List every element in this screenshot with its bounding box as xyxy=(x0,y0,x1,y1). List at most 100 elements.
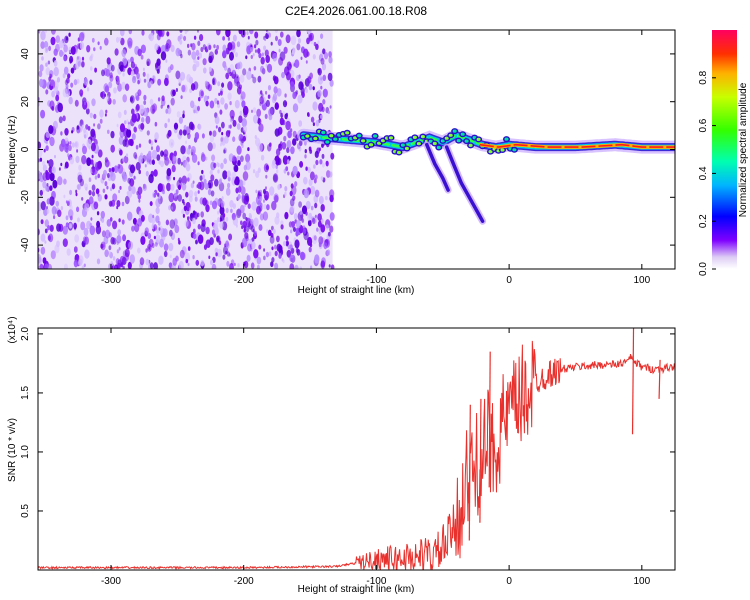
signal-blob-core xyxy=(500,148,505,152)
noise-speckle xyxy=(127,261,132,269)
noise-speckle xyxy=(180,53,183,59)
colorbar-ticks: 0.0 0.2 0.4 0.6 0.8 xyxy=(698,70,716,276)
noise-speckle xyxy=(218,179,222,185)
noise-speckle xyxy=(210,55,214,61)
noise-speckle xyxy=(224,103,229,110)
noise-speckle xyxy=(296,30,301,38)
noise-speckle xyxy=(109,74,114,82)
noise-speckle xyxy=(155,198,161,208)
snr-xlabel: Height of straight line (km) xyxy=(298,584,415,595)
noise-speckle xyxy=(108,245,112,251)
noise-speckle xyxy=(154,132,159,141)
noise-speckle xyxy=(219,206,225,215)
noise-speckle xyxy=(202,174,205,180)
noise-speckle xyxy=(329,225,334,233)
noise-speckle xyxy=(309,171,315,181)
noise-speckle xyxy=(138,169,141,175)
noise-speckle xyxy=(198,89,205,99)
noise-speckle xyxy=(249,30,254,35)
noise-speckle xyxy=(43,148,46,153)
noise-speckle xyxy=(205,239,211,248)
noise-speckle xyxy=(183,35,187,42)
snr-line xyxy=(38,340,675,570)
noise-speckle xyxy=(70,82,74,88)
noise-speckle xyxy=(169,219,176,229)
noise-speckle xyxy=(274,30,279,33)
noise-speckle xyxy=(227,81,233,91)
noise-speckle xyxy=(84,203,90,212)
noise-speckle xyxy=(305,211,308,216)
noise-speckle xyxy=(232,136,236,142)
noise-speckle xyxy=(140,122,145,130)
noise-speckle xyxy=(228,130,231,134)
noise-speckle xyxy=(182,213,185,218)
noise-speckle xyxy=(247,243,252,252)
noise-speckle xyxy=(112,237,117,245)
noise-speckle xyxy=(79,119,84,127)
noise-speckle xyxy=(242,105,249,116)
signal-blob-core xyxy=(432,141,437,146)
noise-speckle xyxy=(222,213,226,218)
noise-speckle xyxy=(277,158,282,166)
noise-speckle xyxy=(38,70,43,78)
noise-speckle xyxy=(207,188,212,196)
noise-speckle xyxy=(297,143,301,150)
noise-speckle xyxy=(172,89,176,97)
noise-speckle xyxy=(188,195,193,203)
noise-speckle xyxy=(221,121,225,129)
noise-speckle xyxy=(291,185,297,196)
noise-speckle xyxy=(49,100,55,110)
noise-speckle xyxy=(269,235,275,244)
noise-speckle xyxy=(265,55,271,63)
noise-speckle xyxy=(302,228,307,235)
noise-speckle xyxy=(68,144,72,152)
noise-speckle xyxy=(243,228,246,233)
noise-speckle xyxy=(170,97,175,106)
noise-speckle xyxy=(99,217,102,222)
noise-speckle xyxy=(68,32,71,37)
noise-speckle xyxy=(319,195,324,205)
colorbar: 0.0 0.2 0.4 0.6 0.8 Normalized spectral ampl… xyxy=(698,30,749,276)
noise-speckle xyxy=(149,262,154,269)
noise-speckle xyxy=(76,149,79,153)
noise-speckle xyxy=(172,257,177,266)
noise-speckle xyxy=(186,147,191,155)
noise-speckle xyxy=(246,254,251,262)
noise-speckle xyxy=(284,186,288,192)
noise-speckle xyxy=(68,96,73,105)
noise-speckle xyxy=(322,99,326,105)
noise-speckle xyxy=(84,249,90,259)
noise-speckle xyxy=(62,51,65,56)
noise-speckle xyxy=(305,88,308,94)
noise-speckle xyxy=(50,36,56,46)
noise-speckle xyxy=(295,219,301,229)
noise-speckle xyxy=(272,93,278,101)
noise-speckle xyxy=(81,155,87,165)
noise-speckle xyxy=(322,74,327,82)
noise-speckle xyxy=(55,35,61,43)
noise-speckle xyxy=(272,52,278,62)
noise-speckle xyxy=(116,123,119,128)
noise-speckle xyxy=(60,138,66,148)
noise-speckle xyxy=(63,55,67,62)
noise-speckle xyxy=(211,142,216,150)
signal-blob-core xyxy=(460,132,465,136)
noise-speckle xyxy=(314,254,320,264)
noise-speckle xyxy=(151,159,155,165)
noise-speckle xyxy=(90,55,93,59)
noise-speckle xyxy=(178,240,181,245)
noise-speckle xyxy=(308,83,313,91)
noise-speckle xyxy=(271,200,277,211)
colorbar-label: Normalized spectral amplitude xyxy=(738,82,749,217)
noise-speckle xyxy=(260,154,265,161)
noise-speckle xyxy=(127,123,131,130)
noise-speckle xyxy=(308,246,312,253)
noise-speckle xyxy=(251,237,255,243)
noise-speckle xyxy=(257,142,263,153)
noise-speckle xyxy=(236,86,242,95)
noise-speckle xyxy=(76,206,80,213)
snr-axes: -300 -200 -100 0 100 0.5 1.0 1.5 2.0 xyxy=(20,327,675,587)
noise-speckle xyxy=(155,206,160,215)
noise-speckle xyxy=(198,124,202,130)
noise-speckle xyxy=(63,41,66,47)
